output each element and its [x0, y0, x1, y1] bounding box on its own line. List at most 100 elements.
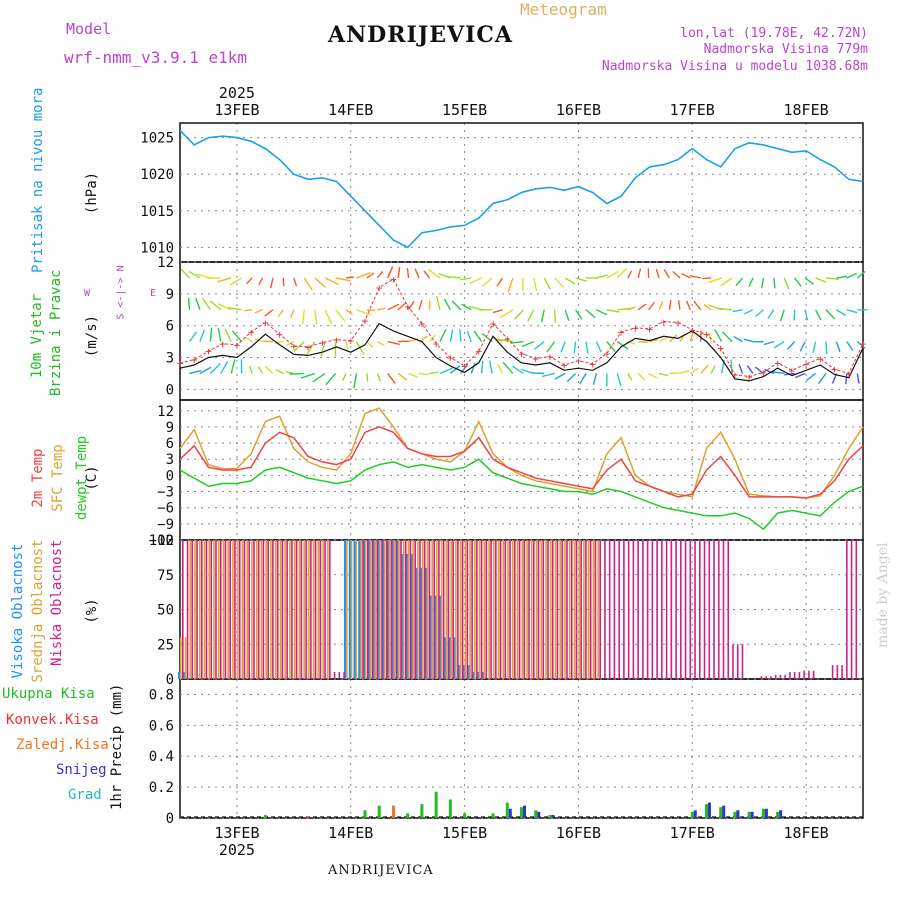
wind-barb: [554, 277, 565, 288]
wind-gust-marker: +: [703, 328, 710, 341]
wind-barb: [648, 338, 659, 343]
low-cloud-bar: [300, 540, 303, 679]
wind-title-line2: Brzina i Pravac: [48, 269, 64, 396]
mid-cloud-bar: [364, 540, 367, 679]
low-cloud-bar: [684, 540, 687, 679]
low-cloud-bar: [395, 540, 398, 679]
low-cloud-bar: [604, 540, 606, 679]
wind-barb: [689, 275, 701, 279]
low-cloud-bar: [694, 540, 696, 679]
high-cloud-bar: [377, 540, 380, 679]
wind-barb: [714, 329, 723, 342]
low-cloud-bar: [229, 540, 232, 679]
precip-tick-label: 0.2: [149, 780, 174, 796]
temp-2m-label: 2m Temp: [30, 448, 46, 508]
mid-cloud-bar: [426, 540, 429, 679]
wind-barb: [595, 341, 602, 353]
precip-snow-bar: [551, 814, 555, 818]
low-cloud-bar: [841, 665, 843, 679]
high-cloud-bar: [434, 595, 437, 679]
high-cloud-bar: [443, 637, 447, 679]
precip-total-bar: [505, 802, 509, 818]
wind-unit: (m/s): [84, 314, 100, 358]
wind-barb: [489, 360, 493, 374]
date-tick-bottom: 16FEB: [556, 824, 601, 842]
wind-barb: [257, 366, 264, 374]
wind-barb: [512, 365, 524, 375]
mid-cloud-bar: [279, 540, 282, 679]
wind-barb: [708, 304, 722, 311]
low-cloud-bar: [651, 540, 654, 679]
low-cloud-bar: [305, 540, 307, 679]
precip-total-bar: [548, 814, 552, 818]
low-cloud-bar: [295, 540, 298, 679]
wind-barb: [531, 372, 545, 375]
wind-barb: [521, 277, 525, 291]
wind-barb: [815, 277, 827, 283]
precip-snow-bar: [693, 810, 697, 818]
wind-gust-marker: +: [860, 338, 867, 351]
low-cloud-bar: [329, 540, 331, 679]
precip-total-bar: [448, 799, 452, 818]
low-cloud-bar: [324, 540, 326, 679]
low-cloud-bar: [760, 676, 763, 679]
wind-barb: [793, 309, 796, 321]
wind-barb: [325, 373, 337, 386]
wind-barb: [681, 272, 691, 279]
mid-cloud-bar: [355, 540, 358, 679]
wind-gust-marker: +: [461, 360, 468, 373]
temp-tick-label: −3: [157, 485, 174, 501]
wind-barb: [264, 309, 274, 317]
precip-total-bar: [534, 810, 538, 818]
wind-barb: [743, 338, 754, 343]
mid-cloud-bar: [222, 540, 225, 679]
wind-barb: [269, 277, 274, 289]
mid-cloud-bar: [274, 540, 277, 679]
model-elevation-label: Nadmorska Visina u modelu 1038.68m: [601, 59, 868, 74]
precip-tick-label: 0.6: [149, 718, 174, 734]
panel-frame-cloud: [179, 539, 864, 680]
high-cloud-bar: [367, 540, 371, 679]
low-cloud-bar: [238, 540, 241, 679]
low-cloud-bar: [793, 672, 796, 679]
mid-cloud-bar: [459, 540, 462, 679]
compass-w-label: W: [84, 288, 91, 299]
wind-barb: [377, 307, 386, 311]
mid-cloud-bar: [516, 540, 519, 679]
wind-barb: [669, 334, 678, 343]
high-cloud-bar: [448, 637, 451, 679]
low-cloud-bar: [419, 540, 421, 679]
wind-barb: [227, 306, 242, 311]
low-cloud-bar: [504, 540, 507, 679]
precip-conv-bar: [306, 816, 310, 818]
wind-barb: [616, 268, 627, 279]
wind-barb: [195, 297, 201, 311]
high-cloud-bar: [358, 540, 361, 679]
wind-title-line1: 10m Vjetar: [29, 293, 45, 379]
wind-gust-marker: +: [660, 315, 667, 328]
elevation-label: Nadmorska Visina 779m: [703, 42, 868, 57]
low-cloud-bar: [267, 540, 269, 679]
low-cloud-bar: [400, 540, 402, 679]
mid-cloud-bar: [573, 540, 576, 679]
mid-cloud-bar: [535, 540, 538, 679]
precip-snow-bar: [764, 808, 768, 818]
wind-barb: [254, 309, 263, 314]
wind-barb: [773, 277, 776, 289]
wind-barb: [335, 277, 351, 282]
mid-cloud-bar: [308, 540, 310, 679]
low-cloud-bar: [551, 540, 554, 679]
date-tick-top: 15FEB: [442, 101, 487, 119]
low-cloud-bar: [556, 540, 559, 679]
low-cloud-bar: [580, 540, 583, 679]
wind-barb: [366, 341, 374, 348]
precip-frz-bar: [391, 805, 395, 818]
wind-barb: [856, 341, 866, 349]
low-cloud-bar: [442, 540, 445, 679]
wind-barb: [418, 372, 430, 376]
low-cloud-bar: [789, 672, 791, 679]
wind-barb: [845, 373, 848, 385]
high-cloud-bar: [429, 595, 432, 679]
wind-barb: [387, 340, 400, 346]
wind-gust-marker: +: [305, 341, 312, 354]
